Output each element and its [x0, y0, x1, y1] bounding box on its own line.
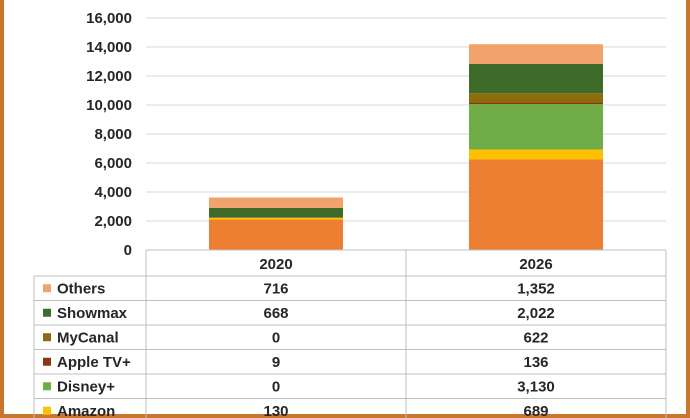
bar-segment-disney--2026 — [469, 104, 603, 150]
series-label: Others — [57, 280, 105, 297]
data-label: 136 — [523, 354, 548, 371]
legend-key — [43, 333, 51, 342]
y-tick-label: 0 — [124, 242, 132, 259]
bar-segment-apple-tv--2026 — [469, 102, 603, 105]
data-label: 0 — [272, 378, 280, 395]
bar-segment-unlabeled-2020 — [209, 219, 343, 250]
legend-key — [43, 382, 51, 391]
bar-segment-unlabeled-2026 — [469, 159, 603, 250]
data-label: 668 — [263, 305, 288, 322]
data-label: 716 — [263, 280, 288, 297]
bar-segment-mycanal-2026 — [469, 93, 603, 103]
bar-segment-others-2020 — [209, 197, 343, 208]
data-label: 689 — [523, 403, 548, 418]
legend-key — [43, 284, 51, 293]
y-tick-label: 8,000 — [94, 126, 132, 143]
bar-segment-amazon-2026 — [469, 149, 603, 160]
data-label: 0 — [272, 329, 280, 346]
y-tick-label: 10,000 — [86, 97, 132, 114]
category-label: 2026 — [519, 256, 552, 273]
y-tick-label: 4,000 — [94, 184, 132, 201]
bar-segment-others-2026 — [469, 44, 603, 64]
series-label: Disney+ — [57, 378, 115, 395]
y-tick-label: 16,000 — [86, 10, 132, 27]
legend-key — [43, 357, 51, 366]
data-label: 1,352 — [517, 280, 555, 297]
data-label: 130 — [263, 403, 288, 418]
bar-segment-amazon-2020 — [209, 217, 343, 220]
data-label: 9 — [272, 354, 280, 371]
legend-key — [43, 406, 51, 415]
y-tick-label: 2,000 — [94, 213, 132, 230]
data-label: 2,022 — [517, 305, 555, 322]
data-label: 622 — [523, 329, 548, 346]
data-label: 3,130 — [517, 378, 555, 395]
legend-key — [43, 308, 51, 317]
bar-segment-showmax-2020 — [209, 207, 343, 218]
series-label: Showmax — [57, 305, 128, 322]
y-tick-label: 6,000 — [94, 155, 132, 172]
series-label: Apple TV+ — [57, 354, 131, 371]
category-label: 2020 — [259, 256, 292, 273]
y-tick-label: 14,000 — [86, 39, 132, 56]
y-tick-label: 12,000 — [86, 68, 132, 85]
bar-segment-showmax-2026 — [469, 63, 603, 94]
series-label: Amazon — [57, 403, 115, 418]
series-label: MyCanal — [57, 329, 119, 346]
stacked-bar-chart: 0 2,000 4,000 6,000 8,000 10,000 12,000 14,000 1… — [33, 10, 667, 418]
